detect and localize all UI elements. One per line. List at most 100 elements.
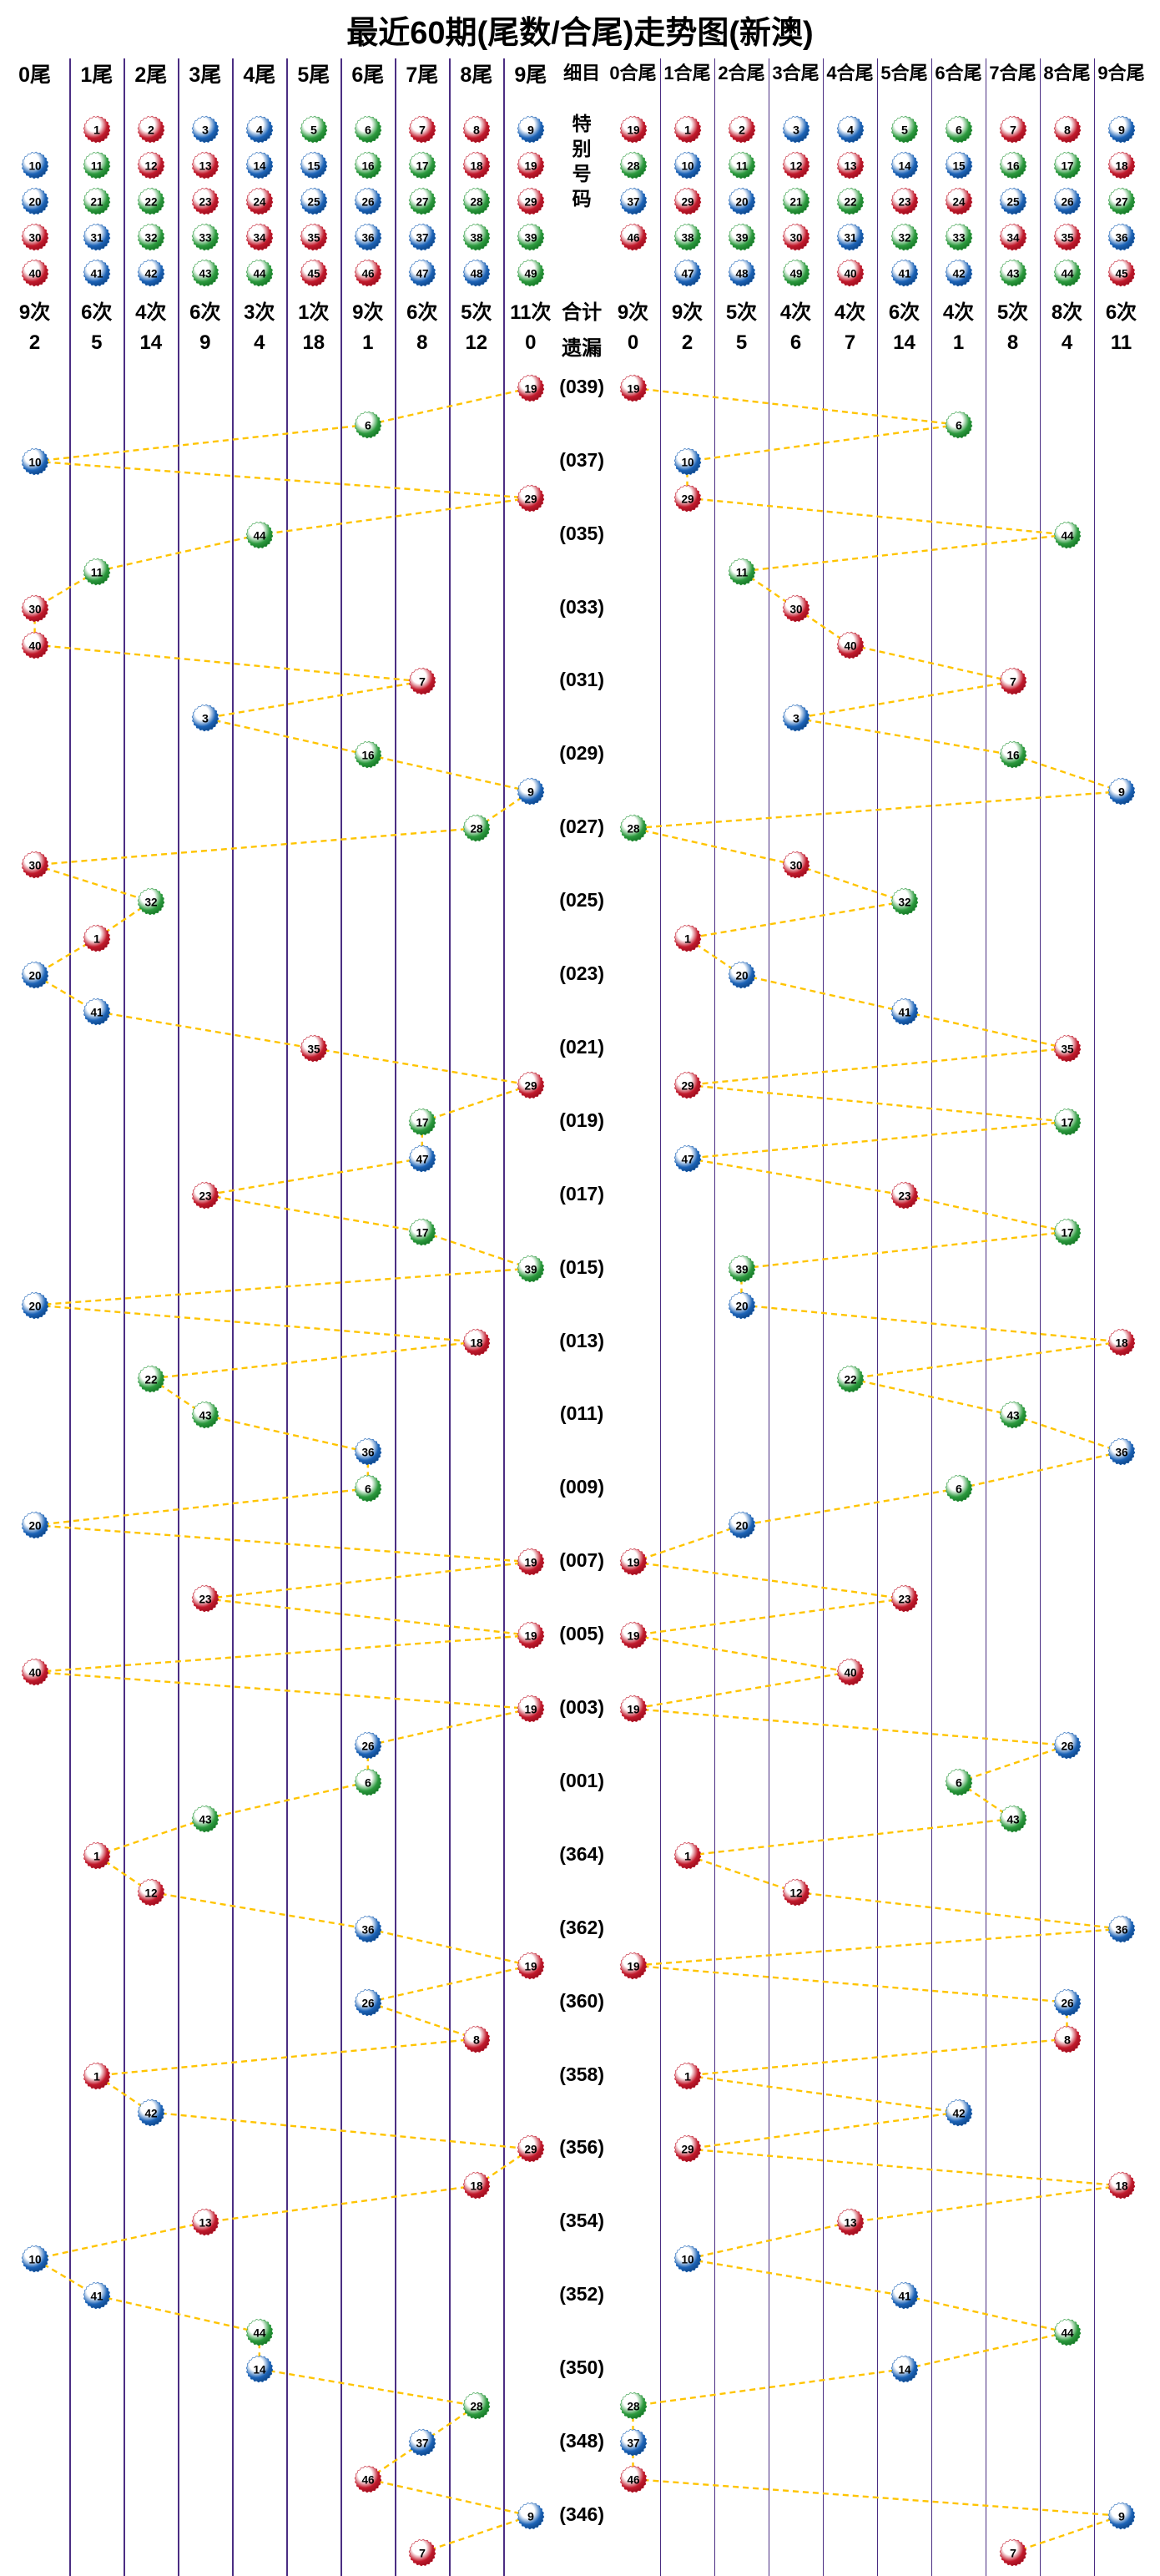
- svg-text:5: 5: [901, 124, 908, 137]
- svg-text:7: 7: [1010, 2547, 1016, 2560]
- svg-text:18: 18: [470, 1336, 483, 1349]
- svg-text:44: 44: [253, 267, 266, 280]
- svg-text:30: 30: [28, 860, 41, 872]
- svg-text:36: 36: [361, 1923, 375, 1936]
- svg-text:2: 2: [148, 124, 154, 137]
- svg-text:43: 43: [199, 1410, 212, 1422]
- svg-text:25: 25: [1006, 195, 1020, 208]
- svg-text:29: 29: [681, 2144, 694, 2156]
- svg-text:20: 20: [735, 1300, 748, 1312]
- svg-text:43: 43: [1006, 267, 1020, 280]
- svg-text:1: 1: [93, 1850, 100, 1863]
- svg-text:23: 23: [898, 1190, 911, 1202]
- svg-text:42: 42: [144, 2107, 158, 2119]
- svg-text:47: 47: [681, 267, 693, 280]
- svg-text:48: 48: [470, 267, 483, 280]
- svg-text:21: 21: [789, 195, 803, 208]
- svg-text:26: 26: [1061, 195, 1074, 208]
- svg-text:40: 40: [28, 267, 41, 280]
- svg-text:46: 46: [361, 267, 375, 280]
- svg-text:45: 45: [1115, 267, 1128, 280]
- svg-text:17: 17: [416, 1116, 428, 1129]
- svg-text:44: 44: [253, 2327, 266, 2340]
- svg-text:6: 6: [956, 124, 962, 137]
- svg-text:29: 29: [524, 195, 537, 208]
- svg-text:30: 30: [789, 231, 802, 244]
- svg-text:33: 33: [199, 231, 212, 244]
- svg-text:14: 14: [253, 159, 266, 172]
- svg-text:24: 24: [253, 195, 266, 208]
- svg-text:19: 19: [627, 124, 640, 136]
- svg-text:42: 42: [952, 267, 966, 280]
- svg-text:1: 1: [684, 1850, 691, 1863]
- svg-text:3: 3: [793, 124, 799, 137]
- svg-text:18: 18: [1115, 2180, 1128, 2193]
- svg-text:20: 20: [735, 1520, 748, 1533]
- svg-text:17: 17: [416, 1226, 428, 1239]
- svg-text:19: 19: [524, 1703, 537, 1715]
- svg-text:26: 26: [361, 1997, 375, 2009]
- svg-text:40: 40: [844, 639, 856, 652]
- svg-text:1: 1: [684, 124, 691, 137]
- svg-text:47: 47: [681, 1153, 693, 1165]
- svg-text:19: 19: [524, 159, 537, 172]
- svg-text:48: 48: [735, 267, 749, 280]
- svg-text:7: 7: [419, 124, 426, 137]
- svg-text:6: 6: [365, 419, 371, 432]
- svg-text:4: 4: [256, 124, 263, 137]
- svg-text:47: 47: [416, 1153, 428, 1165]
- svg-text:11: 11: [735, 566, 748, 578]
- svg-text:43: 43: [1006, 1410, 1020, 1422]
- svg-text:49: 49: [524, 267, 537, 280]
- svg-text:35: 35: [307, 231, 320, 244]
- svg-text:26: 26: [361, 195, 375, 208]
- svg-text:40: 40: [28, 1666, 41, 1679]
- svg-text:6: 6: [365, 1776, 371, 1790]
- svg-text:9: 9: [527, 786, 534, 800]
- svg-text:45: 45: [307, 267, 320, 280]
- svg-text:10: 10: [681, 159, 693, 172]
- svg-text:10: 10: [28, 2254, 41, 2266]
- svg-text:36: 36: [361, 231, 375, 244]
- svg-text:38: 38: [470, 231, 483, 244]
- svg-text:30: 30: [789, 603, 802, 615]
- svg-text:28: 28: [470, 195, 483, 208]
- svg-text:41: 41: [90, 267, 103, 280]
- svg-text:18: 18: [1115, 1336, 1128, 1349]
- svg-text:21: 21: [90, 195, 103, 208]
- svg-text:34: 34: [1006, 231, 1020, 244]
- svg-text:18: 18: [470, 2180, 483, 2193]
- svg-text:19: 19: [627, 1557, 640, 1569]
- svg-text:18: 18: [470, 159, 483, 172]
- svg-text:23: 23: [199, 195, 212, 208]
- svg-text:9: 9: [1118, 2510, 1125, 2523]
- svg-text:33: 33: [952, 231, 966, 244]
- svg-text:23: 23: [199, 1190, 212, 1202]
- svg-text:41: 41: [898, 2291, 911, 2303]
- svg-text:5: 5: [310, 124, 317, 137]
- svg-text:37: 37: [627, 195, 639, 208]
- svg-text:17: 17: [1061, 1226, 1073, 1239]
- svg-text:17: 17: [1061, 1116, 1073, 1129]
- svg-text:26: 26: [1061, 1740, 1074, 1752]
- svg-text:11: 11: [91, 159, 103, 172]
- svg-text:9: 9: [1118, 124, 1125, 137]
- svg-text:30: 30: [789, 860, 802, 872]
- svg-text:27: 27: [1115, 195, 1127, 208]
- svg-text:22: 22: [144, 1373, 158, 1386]
- svg-text:28: 28: [627, 2401, 640, 2413]
- svg-text:13: 13: [844, 2217, 857, 2230]
- svg-text:37: 37: [416, 231, 428, 244]
- svg-text:23: 23: [898, 1594, 911, 1606]
- svg-text:7: 7: [419, 676, 426, 689]
- svg-text:47: 47: [416, 267, 428, 280]
- svg-text:6: 6: [956, 1776, 962, 1790]
- svg-text:41: 41: [90, 1006, 103, 1018]
- svg-text:9: 9: [527, 2510, 534, 2523]
- svg-text:1: 1: [93, 932, 100, 946]
- svg-text:7: 7: [1010, 124, 1016, 137]
- svg-text:7: 7: [419, 2547, 426, 2560]
- svg-text:16: 16: [1006, 750, 1020, 762]
- svg-text:11: 11: [735, 159, 748, 172]
- svg-text:39: 39: [735, 1263, 749, 1275]
